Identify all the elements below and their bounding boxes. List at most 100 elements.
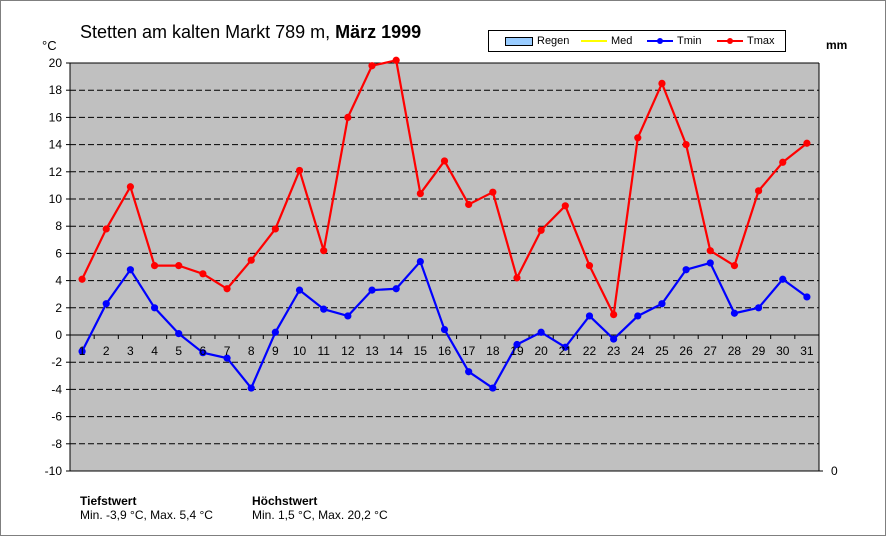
x-tick-label: 28 [728, 344, 742, 358]
data-point-tmin [247, 384, 255, 392]
x-tick-label: 10 [293, 344, 307, 358]
data-point-tmax [175, 262, 183, 270]
y-tick-label: 0 [55, 328, 62, 342]
x-tick-label: 15 [414, 344, 428, 358]
data-point-tmax [271, 225, 279, 233]
data-point-tmax [150, 262, 159, 270]
legend-swatch-tmin [647, 36, 673, 46]
footer-min-text: Min. -3,9 °C, Max. 5,4 °C [80, 508, 213, 522]
y-tick-label: 18 [49, 83, 63, 97]
data-point-tmin [102, 300, 110, 308]
legend-label-tmax: Tmax [747, 35, 775, 47]
grid-lines [70, 89, 819, 445]
data-point-tmax [513, 274, 521, 282]
x-tick-label: 7 [224, 344, 231, 358]
x-tick-label: 2 [103, 344, 110, 358]
x-tick-label: 27 [704, 344, 718, 358]
y-axis-unit-right: mm [826, 38, 848, 52]
x-tick-label: 13 [365, 344, 379, 358]
data-point-tmax [561, 202, 569, 210]
y-tick-label: -2 [51, 355, 62, 369]
data-point-tmin [730, 309, 739, 317]
data-point-tmin [585, 312, 594, 320]
data-point-tmin [513, 340, 521, 349]
x-tick-label: 21 [559, 344, 573, 358]
y-tick-label: 4 [55, 274, 62, 288]
data-point-tmin [271, 328, 279, 336]
data-point-tmax [223, 285, 231, 293]
data-point-tmax [730, 262, 739, 270]
data-point-tmax [537, 226, 545, 234]
data-point-tmin [150, 304, 159, 312]
y-tick-label: -8 [51, 437, 62, 451]
y-tick-label: 20 [49, 56, 63, 70]
data-point-tmax [199, 270, 207, 278]
data-point-tmax [465, 200, 473, 209]
data-point-tmin [561, 343, 569, 351]
data-point-tmax [102, 225, 110, 233]
x-tick-label: 11 [317, 344, 330, 358]
y-tick-label: 10 [49, 192, 63, 206]
x-tick-label: 4 [151, 344, 158, 358]
footer-max-heading: Höchstwert [252, 494, 318, 508]
data-point-tmax [320, 247, 328, 255]
data-point-tmin [658, 300, 666, 308]
legend-item-med: Med [581, 34, 632, 48]
data-point-tmin [199, 349, 207, 357]
x-tick-label: 29 [752, 344, 766, 358]
data-point-tmin [440, 325, 449, 334]
data-point-tmin [368, 286, 376, 294]
data-point-tmin [779, 275, 787, 283]
data-point-tmax [368, 62, 376, 70]
x-tick-label: 3 [127, 344, 134, 358]
title-period: März 1999 [335, 22, 422, 42]
data-point-tmin [754, 304, 763, 312]
y-tick-label: 6 [55, 246, 62, 260]
data-point-tmax [706, 247, 714, 255]
legend-swatch-med [581, 36, 607, 46]
data-point-tmin [416, 257, 424, 266]
data-point-tmin [175, 330, 183, 338]
data-point-tmin [465, 368, 473, 376]
legend-label-tmin: Tmin [677, 35, 702, 47]
data-point-tmin [537, 328, 545, 336]
data-point-tmin [682, 266, 690, 274]
series-group [78, 56, 811, 392]
legend-item-regen: Regen [505, 34, 569, 48]
y-tick-label: 16 [49, 110, 63, 124]
footer-min-block: Tiefstwert Min. -3,9 °C, Max. 5,4 °C [80, 494, 213, 522]
y-tick-label: 2 [55, 301, 62, 315]
legend-swatch-tmax [717, 36, 743, 46]
data-point-tmax [803, 139, 811, 147]
data-point-tmax [126, 183, 135, 191]
legend-label-med: Med [611, 35, 633, 47]
data-point-tmin [392, 285, 400, 293]
data-point-tmax [754, 187, 763, 195]
data-point-tmin [320, 305, 328, 313]
legend-item-tmax: Tmax [717, 34, 775, 48]
data-point-tmin [78, 347, 86, 355]
data-point-tmax [682, 141, 690, 149]
data-point-tmin [803, 293, 811, 301]
data-point-tmax [78, 275, 86, 283]
x-tick-label: 19 [510, 344, 524, 358]
y-tick-label: -6 [51, 410, 62, 424]
x-tick-label: 22 [583, 344, 597, 358]
footer-min-heading: Tiefstwert [80, 494, 137, 508]
x-tick-label: 17 [462, 344, 476, 358]
x-tick-label: 16 [438, 344, 452, 358]
data-point-tmin [295, 286, 304, 294]
data-point-tmax [440, 157, 449, 165]
data-point-tmax [392, 56, 400, 64]
x-tick-label: 18 [486, 344, 500, 358]
y-tick-label: -4 [51, 382, 62, 396]
data-point-tmax [658, 79, 666, 87]
y-tick-label: 12 [49, 165, 63, 179]
legend-item-tmin: Tmin [647, 34, 701, 48]
x-tick-label: 24 [631, 344, 645, 358]
data-point-tmin [126, 266, 135, 274]
data-point-tmin [706, 259, 714, 267]
x-tick-label: 6 [200, 344, 207, 358]
y-tick-label: -10 [45, 464, 63, 478]
